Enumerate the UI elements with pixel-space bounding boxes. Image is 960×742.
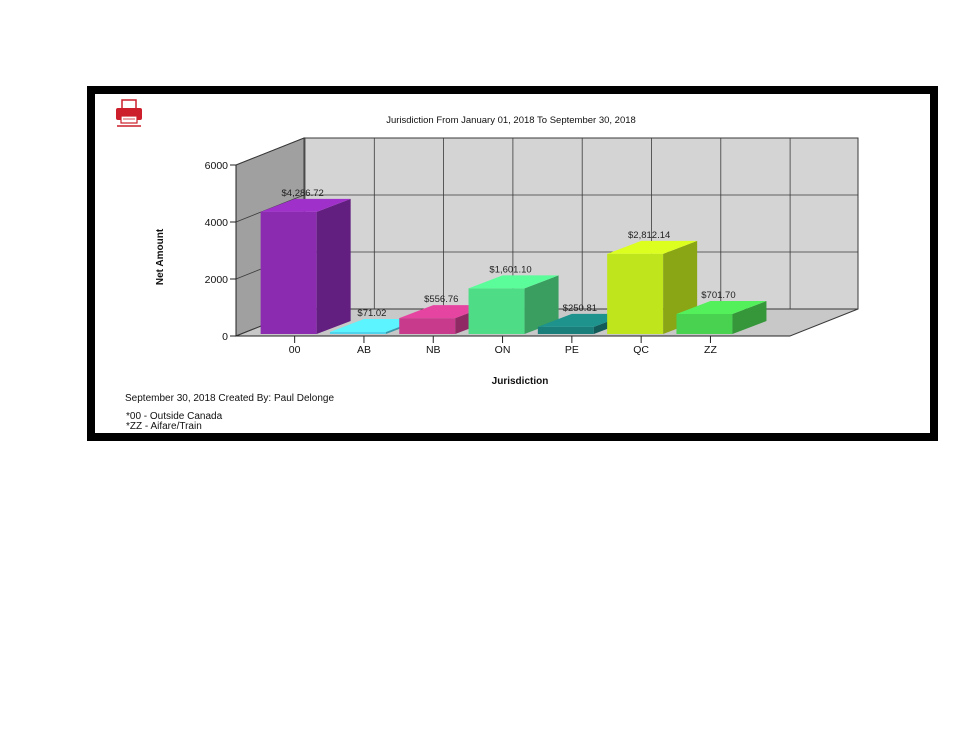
data-label: $4,286.72 [282,188,324,199]
legend-notes: *00 - Outside Canada *ZZ - Aifare/Train [126,412,222,432]
y-tick-label: 4000 [205,217,229,229]
data-label: $701.70 [701,290,735,301]
data-label: $1,601.10 [489,264,531,275]
y-tick-label: 0 [222,331,228,343]
chart-svg: $4,286.72 $71.02 $556.76 $1,601.10 $250.81 $2… [155,115,859,387]
axes: 0 2000 4000 6000 00 AB NB ON PE QC ZZ [205,160,790,356]
data-label: $71.02 [357,308,386,319]
x-tick-label: NB [426,344,441,356]
bar-top [607,240,698,254]
bar-top [676,301,767,315]
bar-front [537,326,594,334]
note-outside-canada: *00 - Outside Canada [126,411,223,422]
data-label: $250.81 [563,303,597,314]
bar-front [399,318,456,334]
note-airfare-train: *ZZ - Aifare/Train [126,421,202,432]
y-tick-label: 2000 [205,274,229,286]
x-tick-label: ON [495,344,511,356]
x-tick-label: QC [633,344,649,356]
bar-top [399,305,490,319]
grid-line-left [235,137,305,166]
bar-side [316,198,351,334]
print-icon[interactable] [113,98,145,128]
bar-side [524,275,559,334]
x-tick-label: ZZ [704,344,717,356]
bar-side [732,301,767,334]
bar-front [329,331,386,334]
x-axis-label: Jurisdiction [492,376,549,387]
bar-front [260,211,317,334]
bar-front [676,314,733,334]
y-axis-label: Net Amount [155,228,166,285]
bar-top [260,198,351,212]
back-wall [303,137,859,310]
bar-top [329,318,420,332]
x-tick-label: 00 [289,344,301,356]
bars: $4,286.72 $71.02 $556.76 $1,601.10 $250.81 $2… [260,188,767,334]
created-by-text: September 30, 2018 Created By: Paul Delo… [125,393,335,404]
data-label: $556.76 [424,294,458,305]
y-tick-label: 6000 [205,160,229,172]
chart-title: Jurisdiction From January 01, 2018 To Se… [386,115,636,126]
chart-frame: $4,286.72 $71.02 $556.76 $1,601.10 $250.81 $2… [87,86,938,441]
bar-front [607,253,664,334]
bar-top [537,313,628,327]
x-tick-label: PE [565,344,579,356]
bar-top [468,275,559,289]
x-tick-label: AB [357,344,371,356]
data-label: $2,812.14 [628,230,670,241]
bar-front [468,288,525,334]
